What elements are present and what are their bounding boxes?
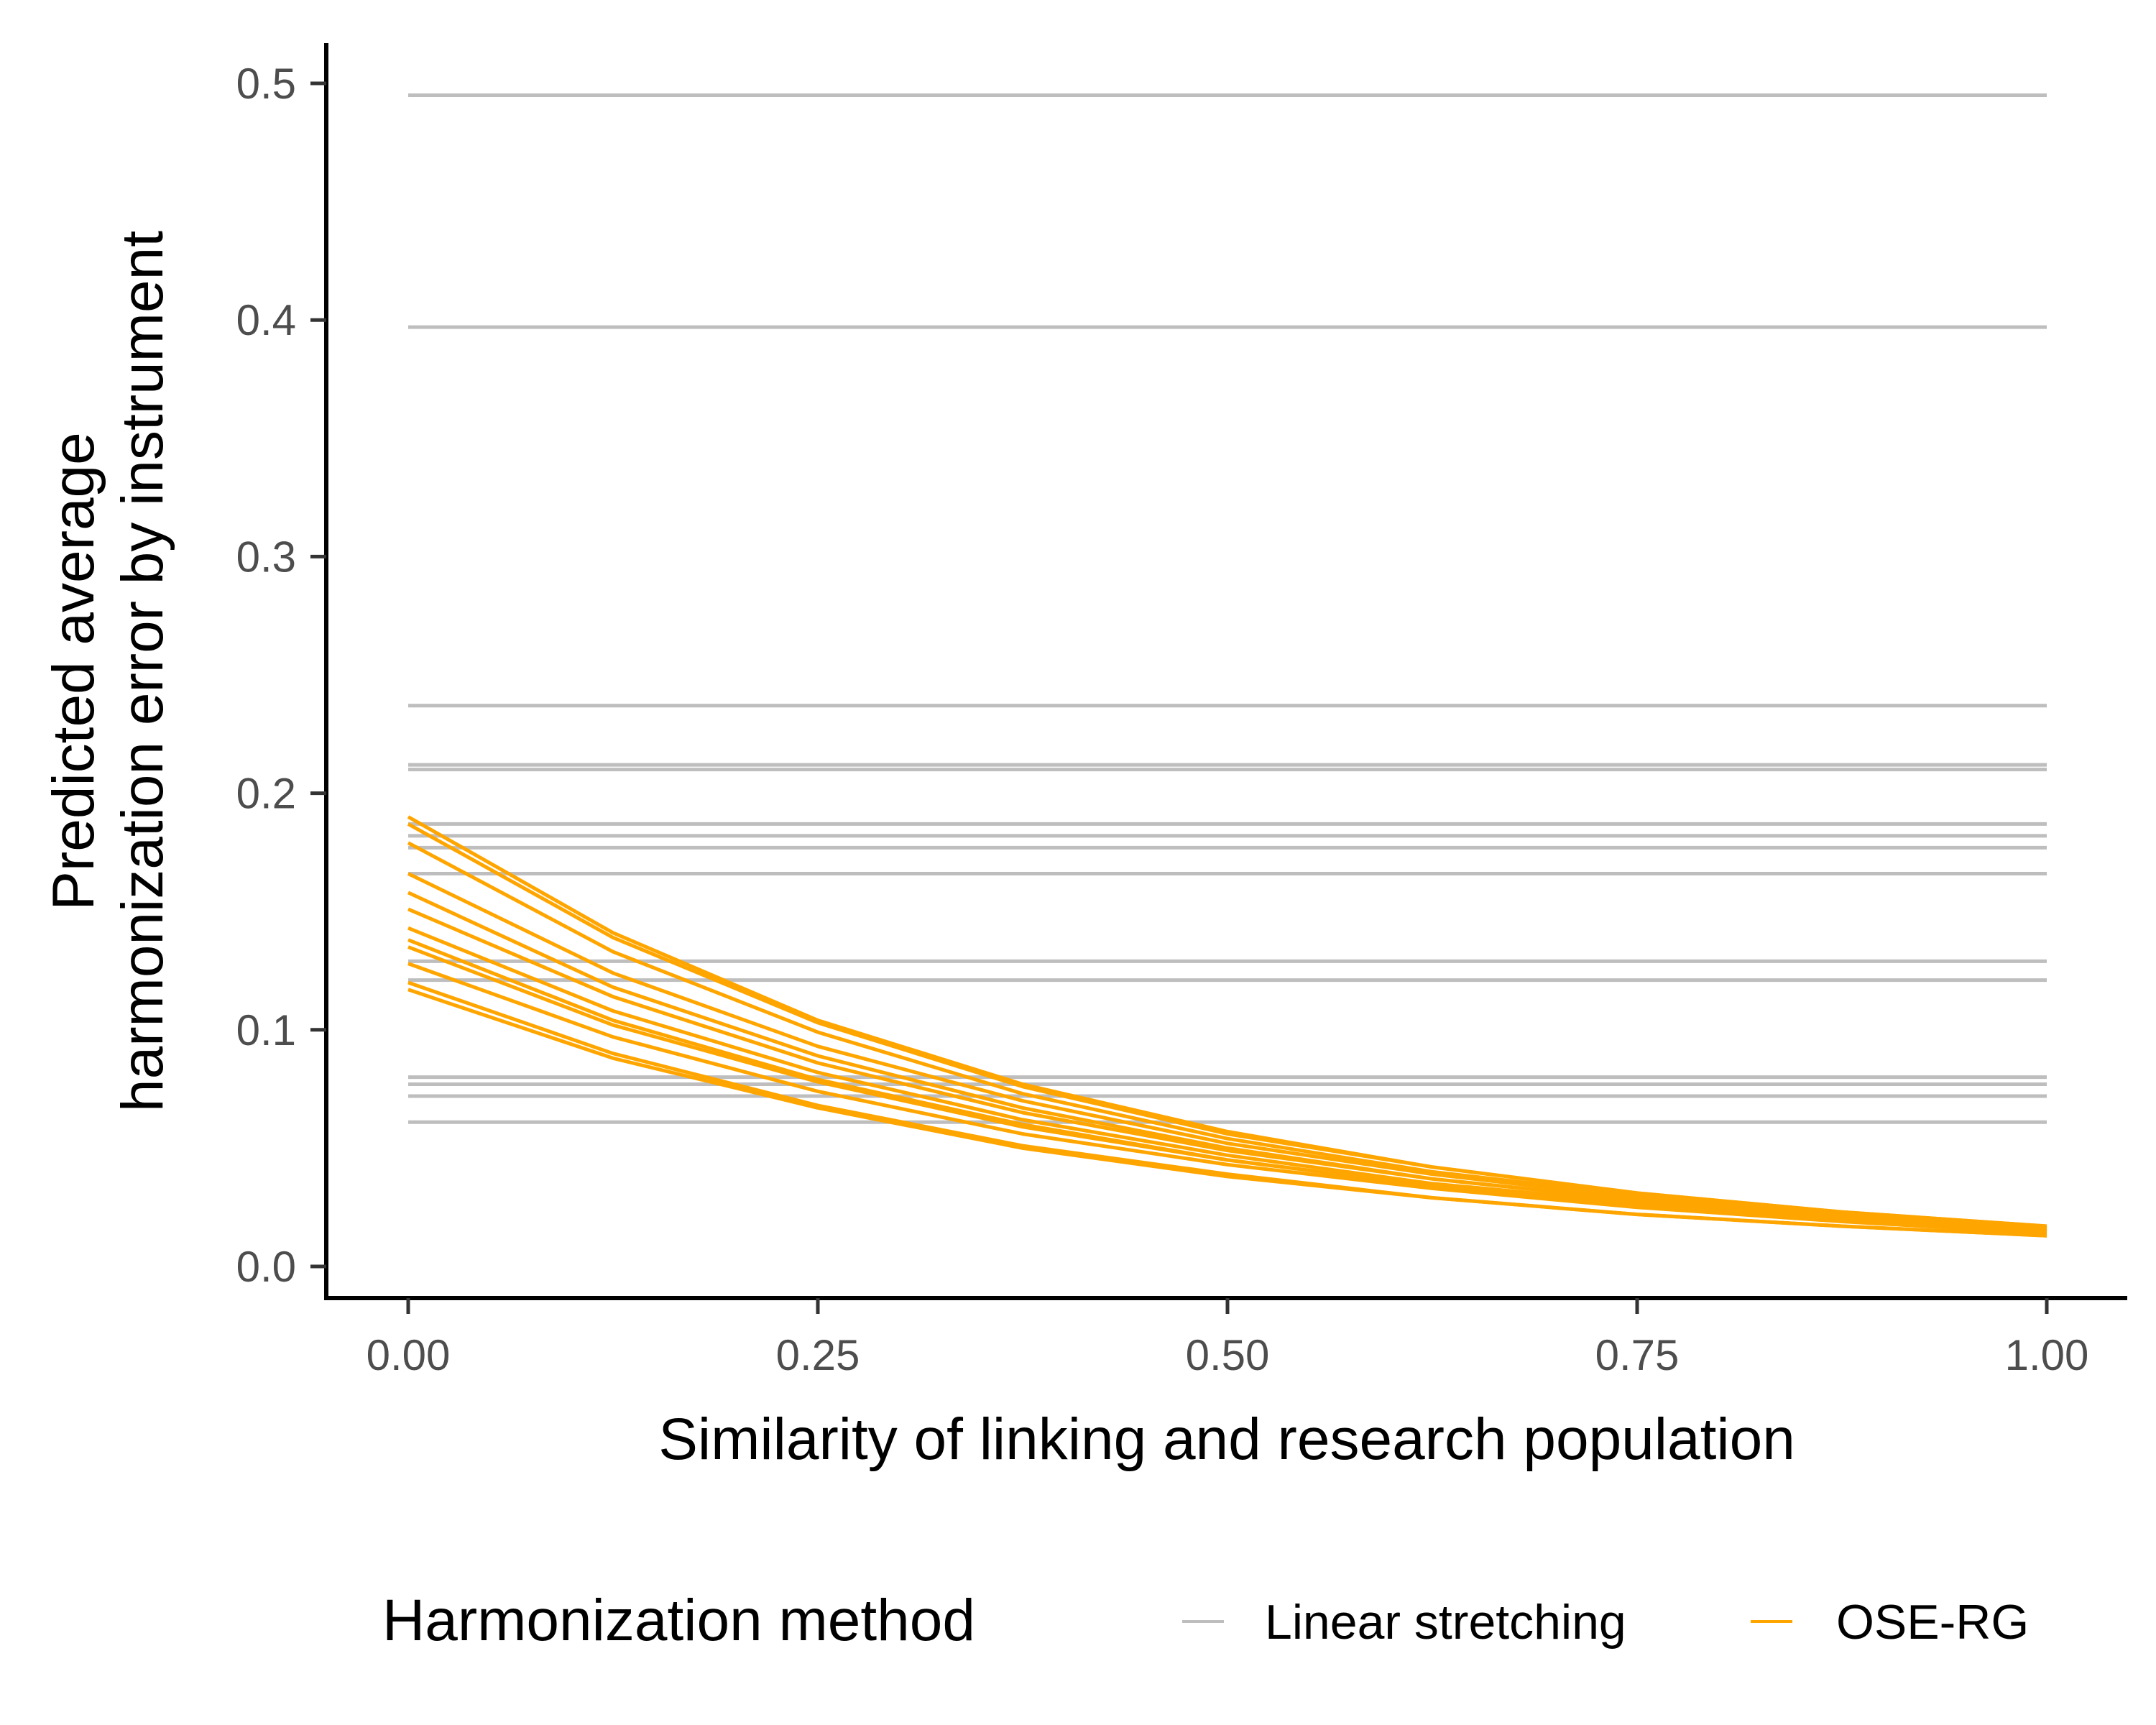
x-tick-label: 1.00 [2005,1331,2089,1379]
ose-rg-line-10 [407,962,2047,1236]
ose-rg-line-4 [407,872,2047,1230]
x-tick-label: 0.00 [367,1331,451,1379]
y-tick-label: 0.4 [236,296,296,344]
y-axis-title-line-1: Predicted average [41,432,106,911]
ose-rg-line-11 [407,980,2047,1238]
y-tick-label: 0.5 [236,60,296,108]
x-tick-label: 0.25 [776,1331,860,1379]
y-axis-title-line-2: harmonization error by instrument [110,231,175,1112]
legend-label-ose-rg: OSE-RG [1836,1595,2029,1650]
y-tick-label: 0.2 [236,770,296,818]
y-tick-label: 0.1 [236,1006,296,1054]
x-axis-ticks: 0.00 0.25 0.50 0.75 1.00 [367,1298,2089,1379]
legend-label-linear-stretching: Linear stretching [1265,1595,1626,1650]
y-tick-label: 0.0 [236,1243,296,1291]
x-tick-label: 0.50 [1186,1331,1270,1379]
ose-rg-line-6 [407,907,2047,1230]
y-axis-title: Predicted average harmonization error by… [41,231,175,1112]
ose-rg-line-7 [407,926,2047,1233]
ose-rg-line-9 [407,945,2047,1233]
x-axis-title: Similarity of linking and research popul… [658,1407,1795,1472]
legend-title: Harmonization method [382,1588,975,1653]
x-tick-label: 0.75 [1595,1331,1680,1379]
legend: Harmonization method Linear stretching O… [382,1588,2029,1653]
y-tick-label: 0.3 [236,533,296,581]
y-axis-ticks: 0.0 0.1 0.2 0.3 0.4 0.5 [236,60,326,1291]
ose-rg-series [407,815,2047,1238]
ose-rg-line-12 [407,988,2047,1238]
ose-rg-line-2 [407,822,2047,1228]
